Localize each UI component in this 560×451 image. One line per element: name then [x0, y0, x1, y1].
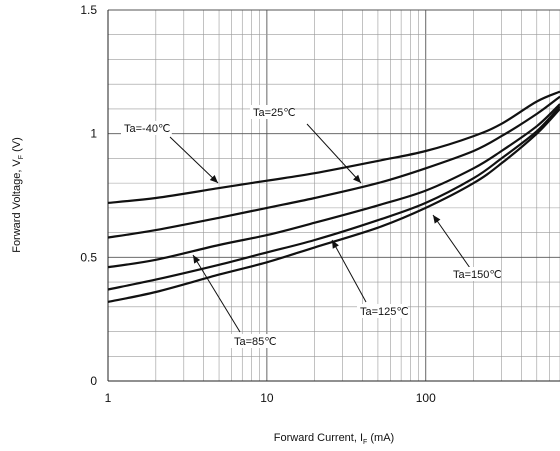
- y-tick-label: 0: [90, 374, 97, 388]
- y-tick-label: 0.5: [80, 250, 97, 264]
- annotation-arrow-line: [432, 214, 471, 269]
- annotation-label: Ta=85℃: [234, 336, 277, 348]
- annotation-arrowhead: [332, 240, 339, 249]
- y-tick-label: 1.5: [80, 3, 97, 17]
- annotation-arrow-line: [331, 239, 367, 303]
- annotation-layer: Ta=-40℃ Ta=25℃ Ta=85℃ Ta=125℃ Ta=150℃: [121, 105, 502, 348]
- x-axis-title-unit: (mA): [367, 432, 394, 444]
- annotation-label-bg: [231, 334, 276, 348]
- series-line-3: [107, 103, 560, 269]
- grid: [107, 9, 560, 382]
- annotation-label: Ta=-40℃: [124, 123, 170, 135]
- annotation-arrow-line: [169, 136, 219, 184]
- annotation-arrowhead: [193, 255, 201, 264]
- annotation-label-bg: [450, 267, 501, 281]
- x-axis-title-main: Forward Current, I: [274, 432, 363, 444]
- series-line-2: [107, 95, 560, 239]
- y-axis-title-unit: (V): [11, 137, 23, 155]
- series-line-1: [107, 90, 560, 204]
- annotation-label: Ta=150℃: [453, 269, 502, 281]
- annotation-arrowhead: [433, 215, 441, 224]
- plot-background: [108, 10, 560, 381]
- series-line-4: [107, 105, 560, 291]
- x-tick-label: 1: [105, 391, 112, 405]
- y-axis-title: Forward Voltage, VF (V): [11, 137, 25, 253]
- x-tick-label: 10: [260, 391, 274, 405]
- annotation-label-bg: [250, 105, 295, 119]
- annotation-label: Ta=125℃: [360, 306, 409, 318]
- annotation-arrowhead: [209, 174, 218, 183]
- annotation-label: Ta=25℃: [253, 107, 296, 119]
- series-line-5: [107, 108, 560, 303]
- annotation-label-bg: [357, 304, 408, 318]
- x-axis-title-sub: F: [363, 439, 367, 446]
- tick-labels: 1 10 100 0 0.5 1 1.5: [80, 3, 436, 405]
- annotation-arrow-line: [192, 254, 241, 333]
- annotation-arrow-line: [306, 123, 362, 184]
- annotation-arrowhead: [353, 174, 361, 183]
- y-axis-title-main: Forward Voltage, V: [11, 159, 23, 253]
- y-tick-label: 1: [90, 127, 97, 141]
- y-axis-title-sub: F: [18, 155, 25, 159]
- x-axis-title: Forward Current, IF (mA): [274, 432, 394, 446]
- x-tick-label: 100: [416, 391, 436, 405]
- series-layer: [107, 90, 560, 303]
- annotation-label-bg: [121, 121, 172, 135]
